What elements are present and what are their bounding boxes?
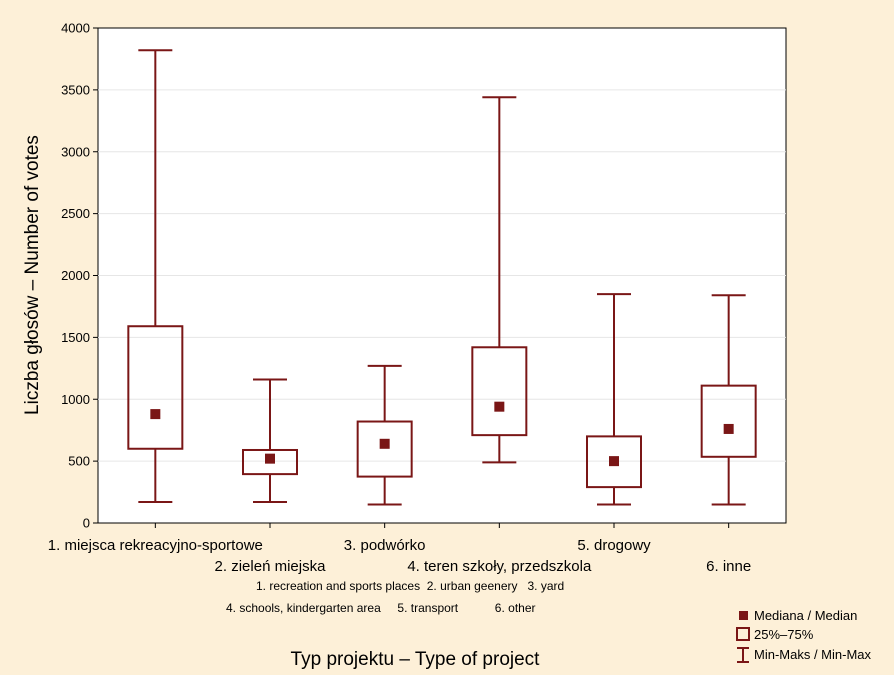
median-marker bbox=[723, 423, 734, 434]
y-tick-label: 4000 bbox=[61, 21, 90, 36]
category-label-6: 6. inne bbox=[706, 558, 751, 575]
median-marker bbox=[265, 453, 275, 464]
legend-whisker-marker bbox=[737, 647, 749, 663]
legend-median-label: Mediana / Median bbox=[754, 608, 857, 623]
median-marker bbox=[609, 456, 619, 467]
gridlines bbox=[98, 89, 786, 462]
boxes bbox=[127, 49, 757, 528]
category-label-2: 2. zieleń miejska bbox=[215, 558, 327, 575]
y-tick-label: 2500 bbox=[61, 206, 90, 221]
y-tick-label: 500 bbox=[68, 454, 90, 469]
box-1 bbox=[127, 49, 184, 528]
median-marker bbox=[494, 401, 505, 412]
box-6 bbox=[700, 294, 757, 528]
y-tick-label: 3000 bbox=[61, 144, 90, 159]
median-marker bbox=[379, 438, 390, 449]
iqr-box bbox=[471, 346, 528, 437]
y-axis-ticks: 0 500 1000 1500 2000 2500 3000 3500 4000 bbox=[61, 21, 98, 531]
box-2 bbox=[242, 378, 298, 528]
iqr-box bbox=[242, 448, 298, 476]
legend-box-marker bbox=[736, 627, 750, 641]
y-tick-label: 1000 bbox=[61, 392, 90, 407]
iqr-box bbox=[700, 384, 757, 458]
subcaption-line-1: 1. recreation and sports places 2. urban… bbox=[256, 579, 564, 593]
category-label-5: 5. drogowy bbox=[577, 537, 651, 554]
x-axis-title: Typ projektu – Type of project bbox=[291, 649, 541, 670]
category-label-1: 1. miejsca rekreacyjno-sportowe bbox=[48, 537, 263, 554]
category-label-4: 4. teren szkoły, przedszkola bbox=[407, 558, 592, 575]
category-labels: 1. miejsca rekreacyjno-sportowe 2. zieleń… bbox=[48, 537, 751, 575]
y-tick-label: 1500 bbox=[61, 330, 90, 345]
y-tick-label: 2000 bbox=[61, 268, 90, 283]
iqr-box bbox=[127, 325, 184, 450]
box-3 bbox=[356, 364, 413, 528]
box-5 bbox=[586, 293, 642, 528]
category-label-3: 3. podwórko bbox=[344, 537, 426, 554]
median-marker bbox=[150, 409, 161, 420]
y-tick-label: 3500 bbox=[61, 82, 90, 97]
legend-box-label: 25%–75% bbox=[754, 627, 814, 642]
subcaption-line-2: 4. schools, kindergarten area 5. transpo… bbox=[226, 601, 536, 615]
box-4 bbox=[471, 96, 528, 528]
legend-whisker-label: Min-Maks / Min-Max bbox=[754, 647, 872, 662]
iqr-box bbox=[586, 435, 642, 489]
legend: Mediana / Median 25%–75% Min-Maks / Min-… bbox=[736, 608, 872, 663]
y-tick-label: 0 bbox=[83, 516, 90, 531]
iqr-box bbox=[356, 420, 413, 478]
legend-median-marker bbox=[739, 611, 748, 620]
y-axis-title: Liczba głosów – Number of votes bbox=[22, 135, 43, 415]
